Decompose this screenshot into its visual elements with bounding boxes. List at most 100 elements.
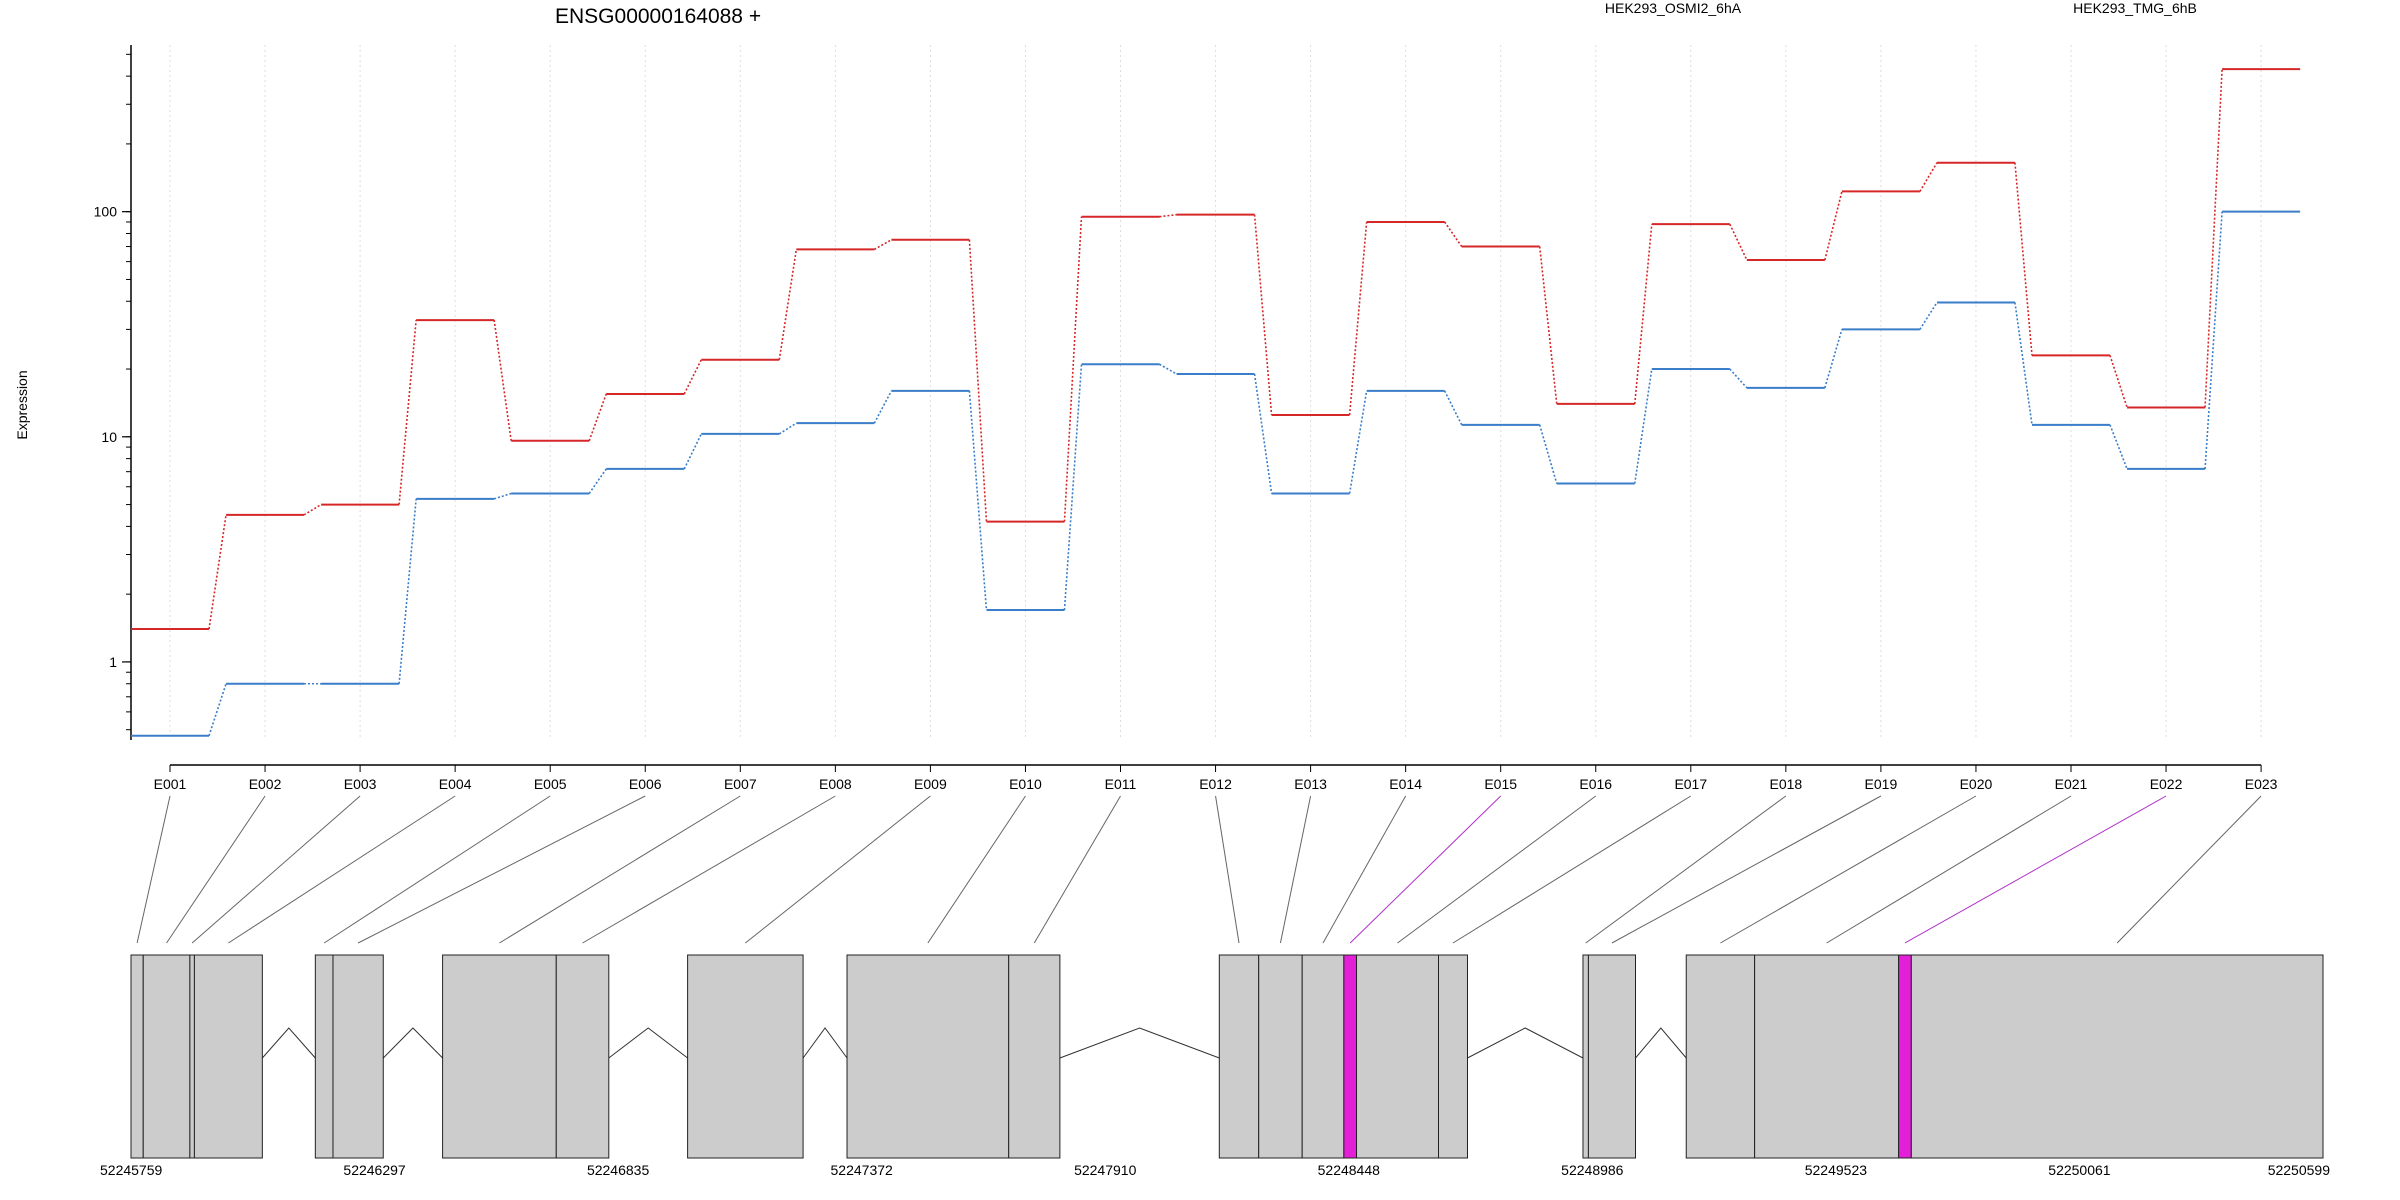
exon-block-e017 bbox=[1438, 954, 1468, 1159]
series-connector bbox=[1538, 424, 1558, 484]
exon-mapping-line bbox=[1611, 795, 1882, 944]
exon-block-e008 bbox=[555, 954, 610, 1159]
exon-mapping-line bbox=[323, 795, 551, 944]
x-tick-label: E019 bbox=[1865, 776, 1898, 792]
exon-mapping-line bbox=[1397, 795, 1597, 944]
x-tick-label: E006 bbox=[629, 776, 662, 792]
exon-block-e015 bbox=[1343, 954, 1358, 1159]
x-tick-label: E016 bbox=[1579, 776, 1612, 792]
series-connector bbox=[1348, 390, 1368, 494]
series-connector bbox=[1824, 329, 1843, 389]
exon-block-e007 bbox=[442, 954, 557, 1159]
series-connector bbox=[968, 239, 988, 522]
series-connector bbox=[1919, 162, 1938, 192]
x-tick-label: E021 bbox=[2055, 776, 2088, 792]
x-tick-label: E003 bbox=[344, 776, 377, 792]
x-tick-label: E013 bbox=[1294, 776, 1327, 792]
exon-mapping-line bbox=[499, 795, 741, 944]
chart-title: ENSG00000164088 + bbox=[555, 5, 761, 28]
genomic-coordinate-label: 52246835 bbox=[587, 1162, 650, 1178]
genomic-coordinate-label: 52248986 bbox=[1561, 1162, 1624, 1178]
series-connector bbox=[303, 503, 322, 516]
exon-block-e023 bbox=[1910, 954, 2324, 1159]
series-connector bbox=[1633, 368, 1653, 484]
series-connector bbox=[493, 492, 512, 500]
series-connector bbox=[778, 422, 797, 435]
intron-connector bbox=[382, 1027, 443, 1059]
exon-block-e022 bbox=[1898, 954, 1912, 1159]
exon-block-e006 bbox=[332, 954, 384, 1159]
x-tick-label: E008 bbox=[819, 776, 852, 792]
x-tick-label: E001 bbox=[154, 776, 187, 792]
exon-block-e002 bbox=[142, 954, 191, 1159]
series-connector bbox=[1159, 363, 1177, 375]
series-connector bbox=[2204, 211, 2223, 469]
y-tick-label: 1 bbox=[109, 654, 117, 670]
series-connector bbox=[588, 393, 608, 442]
x-tick-label: E004 bbox=[439, 776, 472, 792]
series-connector bbox=[1063, 364, 1083, 611]
exon-mapping-line bbox=[228, 795, 456, 944]
x-tick-label: E009 bbox=[914, 776, 947, 792]
exon-mapping-line bbox=[1033, 795, 1121, 944]
exon-block-e014 bbox=[1301, 954, 1345, 1159]
exon-block-e018 bbox=[1582, 954, 1589, 1159]
series-connector bbox=[2109, 355, 2128, 408]
series-connector bbox=[1538, 246, 1558, 404]
exon-block-e001 bbox=[130, 954, 144, 1159]
series-connector bbox=[398, 319, 417, 505]
x-tick-label: E015 bbox=[1484, 776, 1517, 792]
x-tick-label: E017 bbox=[1674, 776, 1707, 792]
series-1 bbox=[131, 68, 2301, 631]
y-tick-label: 100 bbox=[94, 204, 118, 220]
series-connector bbox=[493, 319, 512, 441]
exon-mapping-line bbox=[745, 795, 931, 944]
exon-block-e009 bbox=[687, 954, 804, 1159]
exon-block-e010 bbox=[846, 954, 1010, 1159]
exon-block-e005 bbox=[314, 954, 334, 1159]
intron-connector bbox=[261, 1027, 316, 1059]
x-tick-label: E022 bbox=[2150, 776, 2183, 792]
series-connector bbox=[873, 390, 893, 424]
series-connector bbox=[968, 390, 988, 611]
intron-connector bbox=[1059, 1027, 1220, 1059]
series-connector bbox=[1443, 221, 1463, 248]
exon-mapping-line bbox=[136, 795, 171, 944]
genomic-coordinate-label: 52250599 bbox=[2268, 1162, 2331, 1178]
intron-connector bbox=[608, 1027, 688, 1059]
series-connector bbox=[1729, 368, 1748, 389]
exon-mapping-line bbox=[1720, 795, 1977, 944]
intron-connector bbox=[802, 1027, 848, 1059]
exon-block-e019 bbox=[1587, 954, 1637, 1159]
series-connector bbox=[208, 683, 227, 736]
genomic-coordinate-label: 52245759 bbox=[100, 1162, 163, 1178]
x-tick-label: E007 bbox=[724, 776, 757, 792]
exon-block-e020 bbox=[1685, 954, 1756, 1159]
series-connector bbox=[778, 249, 798, 360]
genomic-coordinate-label: 52249523 bbox=[1805, 1162, 1868, 1178]
x-tick-label: E012 bbox=[1199, 776, 1232, 792]
series-connector bbox=[588, 468, 607, 494]
plot-area: 1 10 100 E001 E002 E003 E004 E005 E006 E007 E008 E0… bbox=[94, 45, 2301, 792]
series-connector bbox=[2014, 302, 2033, 425]
exon-block-e004 bbox=[193, 954, 263, 1159]
x-tick-label: E002 bbox=[249, 776, 282, 792]
series-connector bbox=[2109, 424, 2128, 470]
x-tick-label: E014 bbox=[1389, 776, 1422, 792]
series-connector bbox=[2014, 162, 2033, 356]
exon-mapping-line bbox=[1215, 795, 1240, 944]
exon-mapping-line bbox=[357, 795, 646, 944]
series-connector bbox=[2204, 69, 2223, 408]
exon-mapping-line bbox=[2116, 795, 2262, 944]
series-connector bbox=[208, 514, 227, 630]
series-connector bbox=[1253, 373, 1273, 494]
series-connector bbox=[1824, 191, 1843, 261]
series-connector bbox=[1633, 224, 1653, 404]
x-tick-label: E010 bbox=[1009, 776, 1042, 792]
series-connector bbox=[1159, 213, 1177, 218]
x-tick-label: E011 bbox=[1105, 776, 1137, 792]
gene-model: 52245759 52246297 52246835 52247372 52247910… bbox=[100, 795, 2331, 1178]
exon-mapping-line bbox=[166, 795, 266, 944]
exon-block-e016 bbox=[1356, 954, 1440, 1159]
